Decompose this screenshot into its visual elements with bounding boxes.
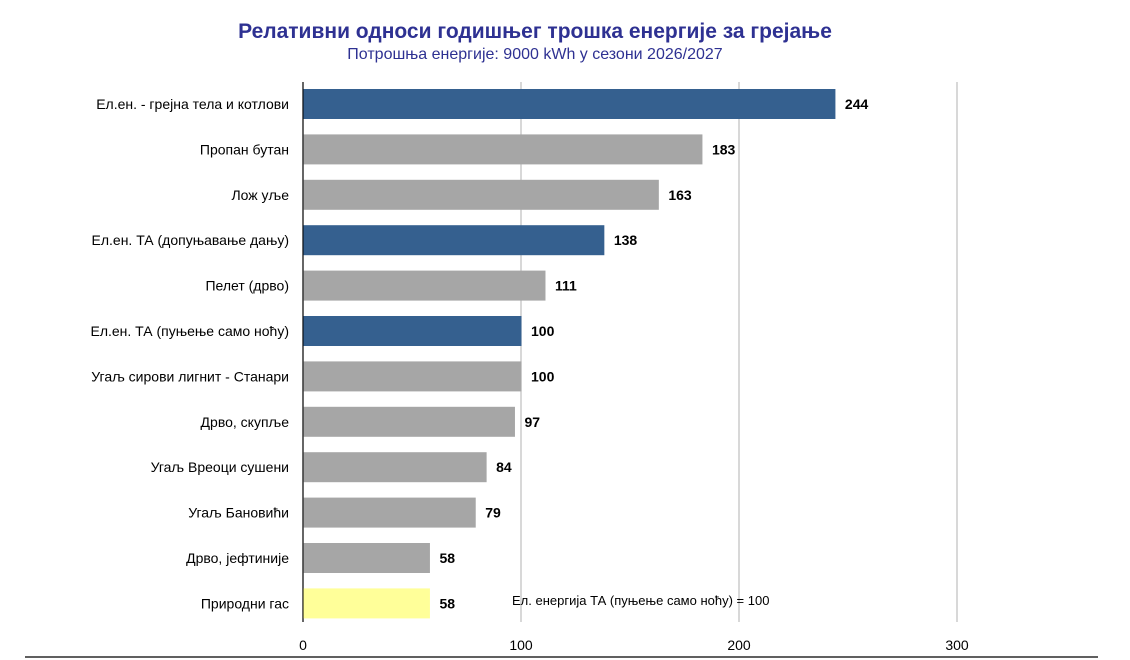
bars [303,89,836,619]
value-label: 244 [845,96,869,112]
value-label: 84 [496,459,512,475]
x-tick-label: 0 [299,637,307,653]
value-label: 58 [439,550,455,566]
value-label: 100 [531,323,555,339]
bar [303,225,605,256]
value-label: 111 [555,278,577,294]
value-label: 138 [614,232,638,248]
category-label: Природни гас [201,595,289,611]
bar [303,270,546,301]
value-label: 100 [531,368,555,384]
value-label: 97 [524,414,540,430]
category-label: Ел.ен. - грејна тела и котлови [96,96,289,112]
chart-subtitle: Потрошња енергије: 9000 kWh у сезони 202… [347,46,723,63]
bar [303,497,476,528]
x-tick-label: 200 [727,637,751,653]
category-label: Угаљ Вреоци сушени [151,459,289,475]
gridlines [302,82,958,622]
category-label: Лож уље [231,187,289,203]
bar [303,316,522,346]
bar [303,179,659,210]
bar [303,588,430,619]
category-label: Угаљ сирови лигнит - Станари [91,368,289,384]
bar [303,406,515,437]
x-tick-label: 100 [509,637,533,653]
labels: 0 100 200 300 Ел.ен. - грејна тела и котлови… [90,96,968,653]
category-label: Ел.ен. ТА (пуњење само ноћу) [90,323,289,339]
bar [303,361,522,392]
bar [303,134,703,165]
value-label: 79 [485,505,501,521]
category-label: Ел.ен. ТА (допуњавање дању) [92,232,289,248]
category-label: Дрво, скупље [201,414,290,430]
x-tick-label: 300 [945,637,969,653]
annotation-text: Ел. енергија ТА (пуњење само ноћу) = 100 [512,593,769,608]
chart-title: Релативни односи годишњег трошка енергиј… [238,20,832,43]
bar [303,89,836,119]
bar [303,452,487,483]
bar [303,543,430,573]
category-label: Дрво, јефтиније [186,550,289,566]
category-label: Угаљ Бановићи [188,505,289,521]
value-label: 183 [712,141,736,157]
value-label: 58 [439,595,455,611]
value-label: 163 [668,187,692,203]
category-label: Пелет (дрво) [205,278,289,294]
category-label: Пропан бутан [200,141,289,157]
